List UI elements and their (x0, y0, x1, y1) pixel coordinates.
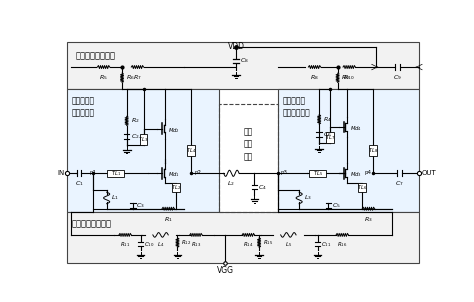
Text: p2: p2 (194, 170, 201, 175)
Text: $C_8$: $C_8$ (240, 56, 249, 65)
Text: $R_1$: $R_1$ (164, 215, 173, 224)
Text: 第一供电偏置网络: 第一供电偏置网络 (76, 52, 116, 61)
Bar (278, 88, 419, 212)
Bar (369, 145, 377, 156)
Text: $C_1$: $C_1$ (74, 179, 83, 188)
Text: $Md_4$: $Md_4$ (350, 124, 362, 133)
Text: $R_7$: $R_7$ (133, 73, 142, 82)
Text: $R_8$: $R_8$ (310, 73, 319, 82)
Text: $TL_4$: $TL_4$ (186, 146, 196, 155)
Text: $R_5$: $R_5$ (99, 73, 108, 82)
Text: $C_3$: $C_3$ (136, 201, 145, 210)
Text: $L_3$: $L_3$ (304, 194, 311, 202)
Text: $R_6$: $R_6$ (126, 73, 135, 82)
Bar (309, 170, 326, 177)
Text: $L_1$: $L_1$ (111, 194, 119, 202)
Text: p3: p3 (281, 170, 288, 175)
Text: $C_5$: $C_5$ (332, 201, 341, 210)
Text: $C_2$: $C_2$ (130, 132, 139, 141)
Text: $L_2$: $L_2$ (228, 179, 235, 188)
Text: $TL_8$: $TL_8$ (368, 146, 378, 155)
Text: $TL_5$: $TL_5$ (312, 169, 323, 178)
Bar (108, 170, 124, 177)
Text: $C_9$: $C_9$ (393, 73, 402, 82)
Text: VGG: VGG (217, 266, 234, 275)
Bar (66, 88, 219, 212)
Text: VDD: VDD (228, 42, 245, 51)
Bar (219, 104, 278, 212)
Text: $R_{12}$: $R_{12}$ (182, 238, 191, 247)
Text: $R_{11}$: $R_{11}$ (120, 240, 130, 249)
Text: $TL_2$: $TL_2$ (171, 183, 181, 191)
Bar (66, 42, 419, 88)
Text: $C_7$: $C_7$ (395, 179, 403, 188)
Bar (326, 133, 334, 143)
Text: $R_{15}$: $R_{15}$ (263, 238, 273, 247)
Text: $L_5$: $L_5$ (285, 240, 292, 249)
Text: $R_{14}$: $R_{14}$ (243, 240, 254, 249)
Text: $L_4$: $L_4$ (157, 240, 164, 249)
Text: $TL_1$: $TL_1$ (111, 169, 121, 178)
Text: $C_{10}$: $C_{10}$ (144, 240, 154, 249)
Bar (172, 182, 180, 192)
Bar (358, 182, 366, 192)
Text: $R_4$: $R_4$ (323, 115, 332, 124)
Text: 第二供电偏置网络: 第二供电偏置网络 (71, 220, 111, 229)
Text: OUT: OUT (421, 170, 436, 176)
Text: 二堆叠增益
扩张放大网络: 二堆叠增益 扩张放大网络 (282, 96, 310, 118)
Text: $Md_2$: $Md_2$ (168, 126, 180, 135)
Text: 级间
匹配
网络: 级间 匹配 网络 (244, 127, 253, 161)
Bar (188, 145, 195, 156)
Text: $TL_6$: $TL_6$ (357, 183, 367, 191)
Text: $TL_3$: $TL_3$ (138, 135, 149, 144)
Text: $R_{10}$: $R_{10}$ (343, 73, 355, 82)
Text: p1: p1 (89, 170, 96, 175)
Text: $TL_7$: $TL_7$ (325, 133, 335, 142)
Text: $C_6$: $C_6$ (323, 130, 332, 139)
Text: $R_9$: $R_9$ (341, 73, 350, 82)
Text: 二堆叠低噪
声放大网络: 二堆叠低噪 声放大网络 (71, 96, 94, 118)
Bar (66, 212, 419, 263)
Bar (140, 134, 147, 145)
Text: $R_{16}$: $R_{16}$ (337, 240, 347, 249)
Text: $C_{11}$: $C_{11}$ (321, 240, 331, 249)
Text: $R_3$: $R_3$ (364, 215, 373, 224)
Text: IN: IN (57, 170, 64, 176)
Text: $Md_3$: $Md_3$ (350, 170, 362, 179)
Text: $R_{13}$: $R_{13}$ (191, 240, 201, 249)
Text: $C_4$: $C_4$ (258, 183, 267, 191)
Text: $Md_1$: $Md_1$ (168, 170, 180, 179)
Text: p4: p4 (365, 170, 372, 175)
Text: $R_2$: $R_2$ (130, 117, 139, 125)
